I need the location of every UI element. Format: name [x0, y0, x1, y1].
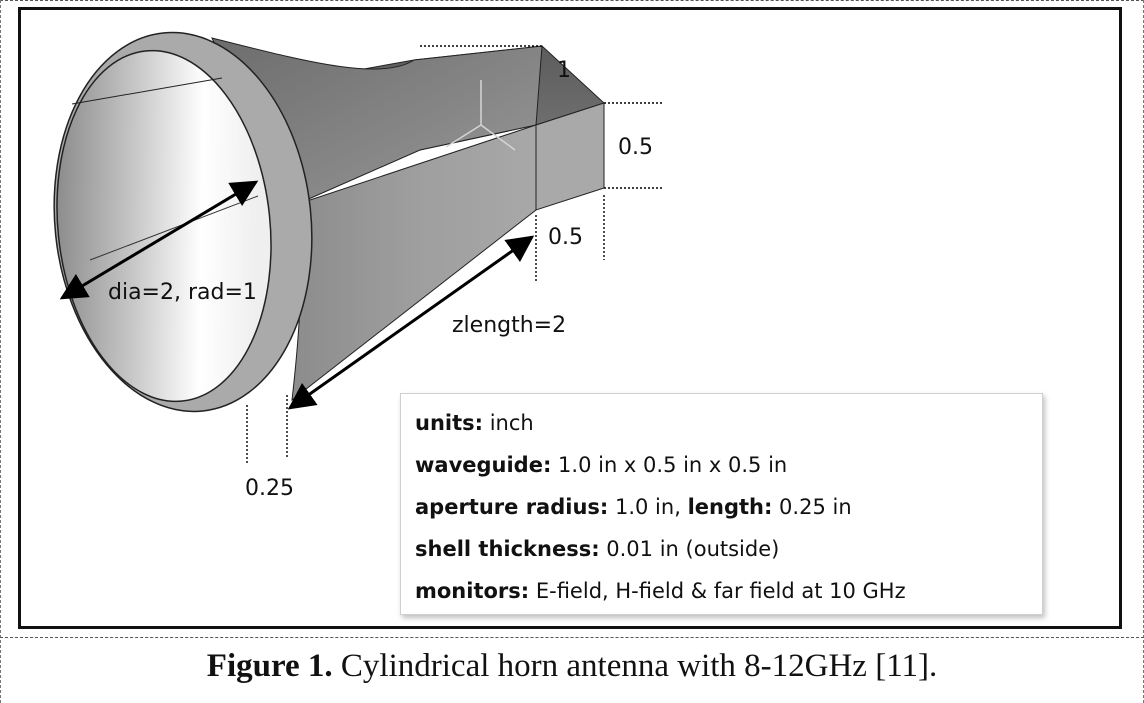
aperture-value: 1.0 in, [608, 495, 688, 519]
label-waveguide-width: 1 [557, 58, 571, 83]
caption-separator [0, 637, 1144, 638]
label-waveguide-height: 0.5 [618, 135, 653, 160]
units-key: units: [415, 411, 484, 435]
info-row-shell: shell thickness: 0.01 in (outside) [415, 528, 1042, 570]
waveguide-key: waveguide: [415, 453, 552, 477]
interior-seam-upper [71, 77, 223, 105]
specs-info-box: units: inch waveguide: 1.0 in x 0.5 in x… [400, 393, 1043, 615]
aperture-key: aperture radius: [415, 495, 609, 519]
info-row-aperture: aperture radius: 1.0 in, length: 0.25 in [415, 486, 1042, 528]
monitors-value: E-field, H-field & far field at 10 GHz [529, 579, 906, 603]
shell-key: shell thickness: [415, 537, 600, 561]
figure-number: Figure 1. [206, 648, 333, 684]
axis-triad-icon [445, 80, 516, 151]
figure-caption-text: Cylindrical horn antenna with 8-12GHz [1… [332, 648, 938, 684]
label-flare-length: zlength=2 [452, 313, 567, 338]
waveguide-value: 1.0 in x 0.5 in x 0.5 in [551, 453, 788, 477]
monitors-key: monitors: [415, 579, 530, 603]
flare-length-arrow [287, 235, 535, 410]
label-aperture-length: 0.25 [245, 476, 294, 501]
page-top-dashed-border [0, 0, 1144, 1]
page-left-dashed-border [0, 0, 1, 703]
figure-caption: Figure 1. Cylindrical horn antenna with … [0, 648, 1144, 685]
aperture-diameter-arrow [59, 180, 259, 300]
length-key: length: [687, 495, 773, 519]
units-value: inch [483, 411, 534, 435]
label-aperture-dimension: dia=2, rad=1 [108, 280, 257, 305]
label-waveguide-length: 0.5 [548, 225, 583, 250]
info-row-monitors: monitors: E-field, H-field & far field a… [415, 570, 1042, 612]
info-row-units: units: inch [415, 402, 1042, 444]
shell-value: 0.01 in (outside) [599, 537, 780, 561]
length-value: 0.25 in [772, 495, 852, 519]
info-row-waveguide: waveguide: 1.0 in x 0.5 in x 0.5 in [415, 444, 1042, 486]
